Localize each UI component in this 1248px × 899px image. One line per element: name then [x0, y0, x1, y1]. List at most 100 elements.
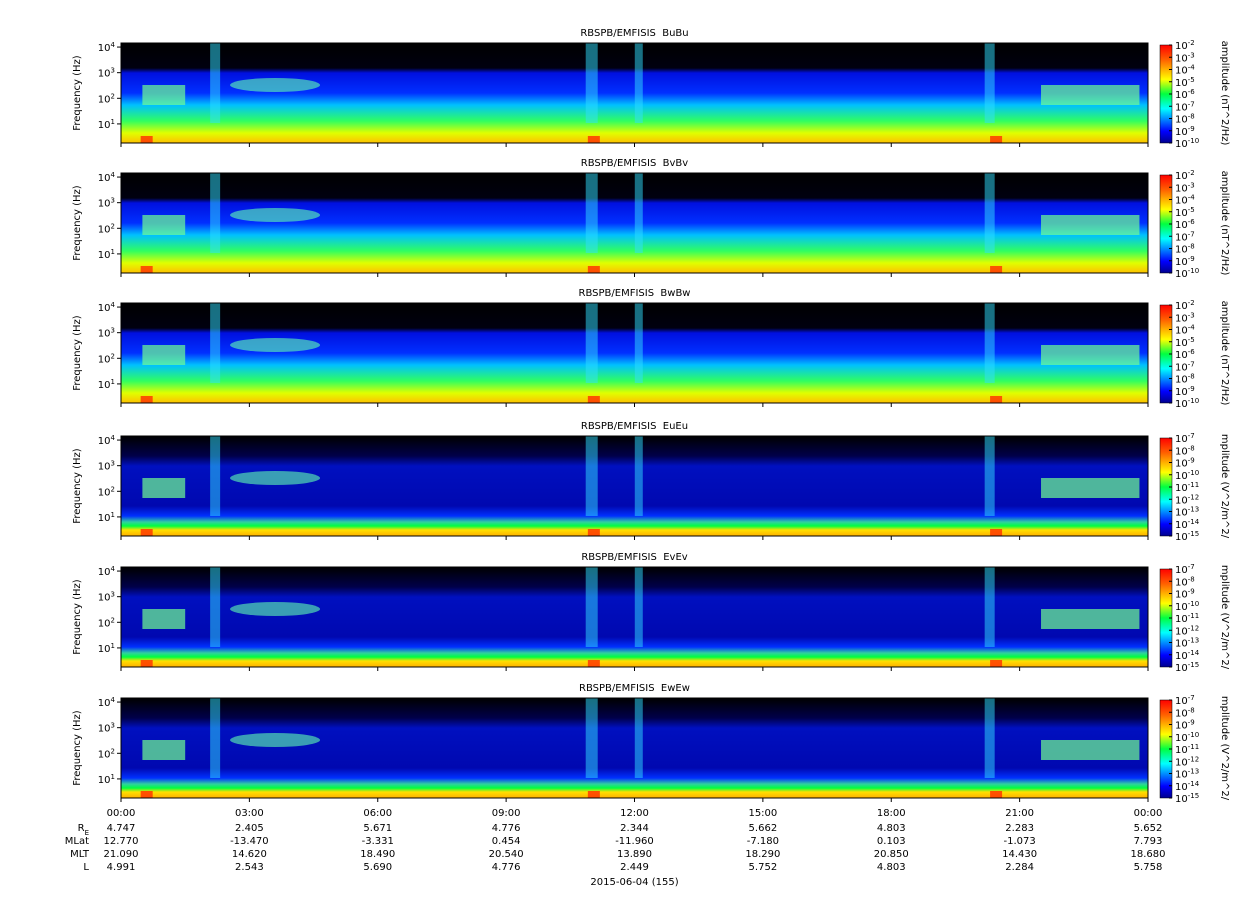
ephemeris-value: -11.960: [615, 836, 654, 847]
colorbar-tick-label: 10-8: [1175, 575, 1195, 588]
ephemeris-value: 2.284: [1005, 862, 1034, 873]
y-tick-label: 104: [98, 301, 116, 314]
colorbar-tick-label: 10-7: [1175, 432, 1195, 445]
spectrogram-burst: [587, 136, 600, 143]
spectrogram-hiss: [1041, 740, 1140, 760]
ephemeris-value: -3.331: [362, 836, 394, 847]
x-tick-label: 09:00: [492, 808, 521, 819]
ephemeris-value: 5.752: [749, 862, 778, 873]
ephemeris-value: 5.662: [749, 823, 778, 834]
colorbar-tick-label: 10-7: [1175, 694, 1195, 707]
colorbar-tick-label: 10-10: [1175, 469, 1199, 482]
spectrogram-burst: [634, 567, 643, 647]
x-tick-label: 12:00: [620, 808, 649, 819]
ephemeris-value: 4.803: [877, 823, 906, 834]
spectrogram-burst: [585, 173, 598, 253]
colorbar-tick-label: 10-11: [1175, 743, 1199, 756]
y-tick-label: 103: [98, 591, 115, 604]
y-tick-label: 104: [98, 565, 116, 578]
x-tick-label: 00:00: [1134, 808, 1163, 819]
x-tick-label: 18:00: [877, 808, 906, 819]
x-tick-label: 06:00: [363, 808, 392, 819]
spectrogram-burst: [585, 436, 598, 516]
spectrogram-burst: [210, 173, 221, 253]
ephemeris-value: 2.543: [235, 862, 264, 873]
colorbar-tick-label: 10-8: [1175, 243, 1195, 256]
y-tick-label: 104: [98, 434, 116, 447]
colorbar-tick-label: 10-11: [1175, 481, 1199, 494]
y-axis-label: Frequency (Hz): [72, 55, 83, 131]
y-tick-label: 102: [98, 92, 115, 105]
colorbar-tick-label: 10-3: [1175, 51, 1195, 64]
y-tick-label: 103: [98, 460, 115, 473]
spectrogram-burst: [140, 136, 153, 143]
ephemeris-value: 4.776: [492, 823, 521, 834]
spectrogram-hiss: [1041, 345, 1140, 365]
ephemeris-value: -7.180: [747, 836, 779, 847]
y-tick-label: 101: [98, 511, 115, 524]
y-tick-label: 101: [98, 248, 115, 261]
colorbar-tick-label: 10-9: [1175, 457, 1195, 470]
ephemeris-value: -1.073: [1004, 836, 1036, 847]
y-axis-label: Frequency (Hz): [72, 448, 83, 524]
spectrogram-burst: [634, 303, 643, 383]
spectrogram-burst: [634, 698, 643, 778]
y-tick-label: 102: [98, 616, 115, 629]
ephemeris-value: 18.490: [360, 849, 395, 860]
spectrogram-hiss: [230, 78, 321, 92]
spectrogram-burst: [140, 529, 153, 536]
colorbar-tick-label: 10-10: [1175, 600, 1199, 613]
spectrogram-burst: [210, 436, 221, 516]
colorbar-tick-label: 10-4: [1175, 324, 1195, 337]
spectrogram-burst: [634, 173, 643, 253]
ephemeris-value: 4.991: [107, 862, 136, 873]
ephemeris-value: 13.890: [617, 849, 652, 860]
colorbar-tick-label: 10-4: [1175, 64, 1195, 77]
colorbar-tick-label: 10-15: [1175, 530, 1199, 543]
spectrogram-background: [121, 436, 1148, 536]
spectrogram-burst: [984, 698, 995, 778]
y-tick-label: 102: [98, 222, 115, 235]
y-tick-label: 104: [98, 171, 116, 184]
ephemeris-value: 5.690: [363, 862, 392, 873]
ephemeris-value: 7.793: [1134, 836, 1163, 847]
spectrogram-hiss: [142, 478, 186, 498]
colorbar-tick-label: 10-7: [1175, 563, 1195, 576]
ephemeris-value: 2.449: [620, 862, 649, 873]
ephemeris-value: 0.454: [492, 836, 521, 847]
panel-title: RBSPB/EMFISIS BvBv: [581, 158, 689, 169]
spectrogram: [121, 173, 1148, 273]
x-tick-label: 21:00: [1005, 808, 1034, 819]
spectrogram-burst: [990, 136, 1003, 143]
ephemeris-label: MLat: [65, 836, 89, 847]
spectrogram-hiss: [1041, 609, 1140, 629]
spectrogram-burst: [140, 396, 153, 403]
spectrogram-burst: [140, 791, 153, 798]
colorbar-tick-label: 10-5: [1175, 76, 1195, 89]
ephemeris-value: 2.344: [620, 823, 649, 834]
spectrogram: [121, 567, 1148, 667]
colorbar-tick-label: 10-7: [1175, 100, 1195, 113]
spectrogram-burst: [990, 791, 1003, 798]
spectrogram-hiss: [142, 85, 186, 105]
colorbar-tick-label: 10-10: [1175, 731, 1199, 744]
colorbar-tick-label: 10-2: [1175, 39, 1195, 52]
y-tick-label: 101: [98, 642, 115, 655]
ephemeris-value: 18.680: [1131, 849, 1166, 860]
spectrogram-burst: [210, 567, 221, 647]
colorbar-tick-label: 10-3: [1175, 181, 1195, 194]
colorbar-tick-label: 10-6: [1175, 218, 1195, 231]
colorbar-tick-label: 10-4: [1175, 194, 1195, 207]
spectrogram-burst: [587, 529, 600, 536]
panel-title: RBSPB/EMFISIS BuBu: [580, 28, 688, 39]
colorbar-tick-label: 10-14: [1175, 518, 1200, 531]
spectrogram-burst: [587, 266, 600, 273]
spectrogram-burst: [587, 791, 600, 798]
spectrogram-burst: [990, 396, 1003, 403]
colorbar-tick-label: 10-8: [1175, 113, 1195, 126]
colorbar-tick-label: 10-15: [1175, 661, 1199, 674]
ephemeris-value: 14.430: [1002, 849, 1037, 860]
spectrogram-hiss: [1041, 85, 1140, 105]
spectrogram-background: [121, 303, 1148, 403]
spectrogram-background: [121, 173, 1148, 273]
